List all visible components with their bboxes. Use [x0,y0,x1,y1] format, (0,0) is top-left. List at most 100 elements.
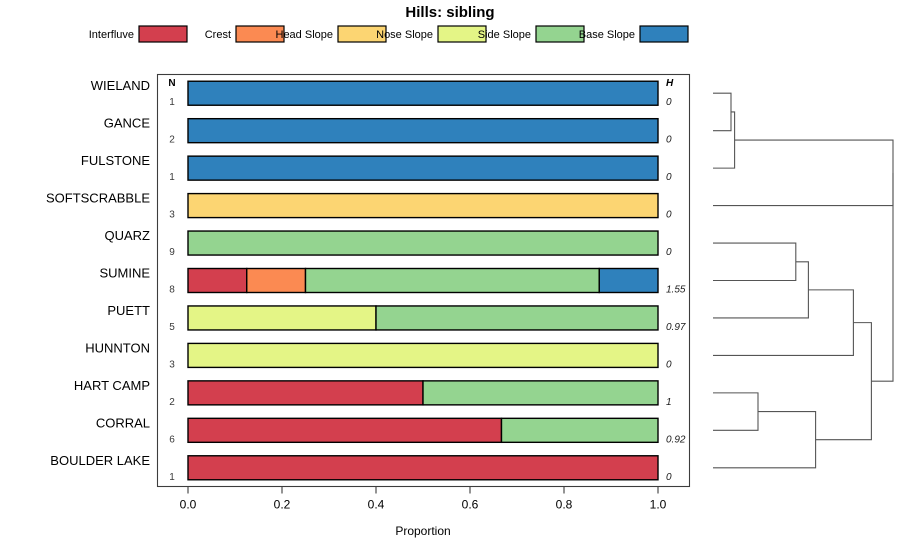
dendrogram-link [713,289,854,356]
bar-segment-corral-side-slope [500,417,659,444]
legend-label: Head Slope [276,29,334,41]
bar-segment-hart-camp-side-slope [422,380,659,406]
dendrogram-merge-m7 [713,411,817,469]
legend-label: Side Slope [478,29,531,41]
dendrogram-link [713,261,809,319]
x-tick-label: 0.0 [180,498,197,512]
bar-segment-sumine-interfluve [187,267,248,294]
bar-segment-puett-side-slope [375,305,659,331]
h-value-boulder-lake: 0 [666,472,672,483]
category-label-sumine: SUMINE [99,266,150,281]
legend-label: Crest [205,29,231,41]
bar-segment-quarz-side-slope [187,230,659,256]
category-label-puett: PUETT [107,303,150,318]
x-axis-title: Proportion [395,524,450,538]
n-value-hunnton: 3 [169,359,175,370]
legend-label: Base Slope [579,29,635,41]
x-axis: 0.0 0.2 0.4 0.6 0.8 1.0 [180,486,667,512]
bar-row-boulder-lake [187,455,659,481]
bar-segment-wieland-base-slope [187,80,659,106]
h-value-hart-camp: 1 [666,397,672,408]
dendrogram-merge-m3 [713,242,797,282]
category-label-wieland: WIELAND [91,78,150,93]
legend-item-head-slope: Head Slope [276,25,387,43]
bar-row-fulstone [187,155,659,181]
x-tick-label: 1.0 [650,498,667,512]
h-value-corral: 0.92 [666,434,686,445]
category-label-boulder-lake: BOULDER LAKE [50,453,150,468]
dendrogram-link [713,392,759,431]
n-value-corral: 6 [169,434,175,445]
bar-segment-softscrabble-head-slope [187,192,659,219]
n-column-header: N [168,78,175,89]
category-axis-labels: WIELAND GANCE FULSTONE SOFTSCRABBLE QUARZ SUM… [46,78,150,468]
h-values-column: 0 0 0 0 0 1.55 0.97 0 1 0.92 0 [666,97,686,483]
bar-row-hart-camp [187,380,659,406]
legend-item-interfluve: Interfluve [89,25,188,43]
n-value-wieland: 1 [169,97,175,108]
bar-row-gance [187,117,659,144]
bar-segment-hart-camp-interfluve [187,380,424,406]
legend-swatch [138,25,188,43]
dendrogram-link [871,172,894,382]
dendrogram-merge-m4 [713,261,809,319]
h-value-wieland: 0 [666,97,672,108]
dendrogram-merge-m10 [871,172,894,382]
legend: Interfluve Crest Head Slope Nose Slope Side … [89,25,689,43]
bar-segment-boulder-lake-interfluve [187,455,659,481]
legend-swatch [235,25,285,43]
x-tick-label: 0.2 [274,498,291,512]
category-label-hart-camp: HART CAMP [74,378,150,393]
dendrogram-merge-m6 [713,392,759,431]
n-value-quarz: 9 [169,247,175,258]
bar-row-corral [187,417,659,444]
n-value-puett: 5 [169,322,175,333]
h-value-quarz: 0 [666,247,672,258]
legend-swatch [437,25,487,43]
dendrogram-link [713,92,732,132]
category-label-corral: CORRAL [96,415,150,430]
bar-segment-fulstone-base-slope [187,155,659,181]
dendrogram-link [815,322,872,441]
bars [187,80,659,481]
legend-item-side-slope: Side Slope [478,25,585,43]
x-tick-label: 0.8 [556,498,573,512]
legend-label: Nose Slope [376,29,433,41]
legend-item-nose-slope: Nose Slope [376,25,487,43]
legend-swatch [337,25,387,43]
dendrogram [713,92,894,469]
category-label-softscrabble: SOFTSCRABBLE [46,191,150,206]
h-value-sumine: 1.55 [666,285,686,296]
dendrogram-merge-m5 [713,289,854,356]
plot-panel-border [156,73,691,488]
category-label-hunnton: HUNNTON [85,340,150,355]
h-value-hunnton: 0 [666,359,672,370]
bar-row-puett [187,305,659,331]
n-values-column: 1 2 1 3 9 8 5 3 2 6 1 [169,97,175,483]
legend-label: Interfluve [89,29,134,41]
dendrogram-merge-m8 [815,322,872,441]
dendrogram-merge-m1 [713,92,732,132]
n-value-gance: 2 [169,135,175,146]
bar-row-quarz [187,230,659,256]
n-value-boulder-lake: 1 [169,472,175,483]
dendrogram-link [713,242,797,282]
h-value-puett: 0.97 [666,322,686,333]
h-value-softscrabble: 0 [666,210,672,221]
bar-segment-sumine-base-slope [598,267,659,294]
h-value-fulstone: 0 [666,172,672,183]
dendrogram-link [713,139,894,207]
bar-segment-hunnton-nose-slope [187,342,659,369]
bar-row-wieland [187,80,659,106]
n-value-sumine: 8 [169,285,175,296]
category-label-fulstone: FULSTONE [81,153,150,168]
bar-segment-sumine-side-slope [304,267,600,294]
dendrogram-merge-m9 [713,139,894,207]
n-value-softscrabble: 3 [169,210,175,221]
legend-item-base-slope: Base Slope [579,25,689,43]
bar-row-hunnton [187,342,659,369]
bar-segment-gance-base-slope [187,117,659,144]
chart-title: Hills: sibling [405,4,494,21]
